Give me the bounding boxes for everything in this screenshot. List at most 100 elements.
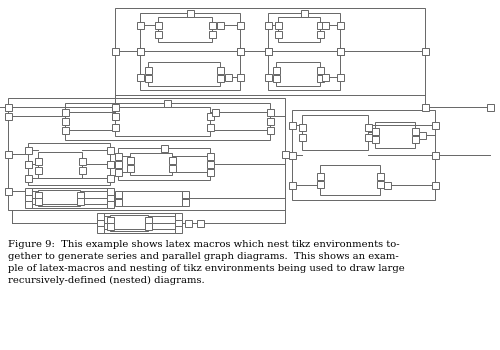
Bar [364,133,372,140]
Bar [154,30,162,37]
Bar [206,153,214,160]
Bar [112,124,118,131]
Bar [216,21,224,28]
Bar [34,191,42,198]
Bar [96,219,103,226]
Bar [236,48,244,55]
Bar [264,48,272,55]
Bar [174,219,182,226]
Bar [336,21,344,28]
Bar [144,217,152,224]
Bar [422,48,428,55]
Bar [432,121,438,128]
Bar [76,191,84,198]
Bar [266,118,274,125]
Bar [288,121,296,128]
Bar [336,48,344,55]
Bar [164,99,170,106]
Bar [292,110,435,200]
Bar [106,161,114,168]
Bar [154,21,162,28]
Bar [274,30,281,37]
Bar [182,195,188,202]
Bar [208,21,216,28]
Bar [118,191,185,206]
Bar [106,217,114,224]
Bar [160,145,168,152]
Bar [115,107,210,136]
Bar [148,62,220,86]
Bar [62,108,68,116]
Bar [376,173,384,180]
Bar [100,213,178,233]
Bar [376,181,384,188]
Bar [282,150,288,158]
Bar [168,164,175,172]
Bar [28,188,110,208]
Bar [174,219,182,226]
Bar [114,195,121,202]
Bar [126,156,134,163]
Bar [24,188,32,195]
Bar [412,127,418,134]
Bar [208,30,216,37]
Bar [106,201,114,208]
Bar [24,175,32,182]
Bar [114,168,121,175]
Bar [276,62,320,86]
Bar [182,190,188,197]
Bar [316,173,324,180]
Bar [62,126,68,133]
Bar [24,195,32,202]
Bar [34,158,42,164]
Bar [76,197,84,204]
Bar [196,219,203,226]
Bar [316,30,324,37]
Bar [212,108,218,116]
Bar [118,148,210,180]
Bar [96,225,103,232]
Bar [78,167,86,174]
Bar [24,195,32,202]
Bar [272,75,280,82]
Bar [336,74,344,80]
Bar [106,195,114,202]
Bar [24,161,32,168]
Bar [158,17,212,42]
Bar [65,103,270,140]
Bar [266,126,274,133]
Bar [168,156,175,163]
Bar [114,153,121,160]
Bar [114,198,121,205]
Bar [186,9,194,16]
Bar [8,98,285,210]
Bar [372,127,378,134]
Bar [115,8,425,95]
Bar [144,223,152,230]
Bar [216,66,224,74]
Bar [184,219,192,226]
Bar [106,175,114,182]
Bar [24,161,32,168]
Bar [106,223,114,230]
Bar [96,219,103,226]
Bar [106,188,114,195]
Bar [206,112,214,119]
Bar [130,153,172,175]
Bar [182,198,188,205]
Bar [264,48,272,55]
Bar [316,181,324,188]
Bar [62,118,68,125]
Bar [272,66,280,74]
Bar [486,104,494,111]
Bar [288,182,296,189]
Bar [418,132,426,139]
Bar [322,21,328,28]
Bar [300,9,308,16]
Bar [298,133,306,140]
Bar [274,21,281,28]
Bar [322,74,328,80]
Bar [206,161,214,168]
Bar [136,48,143,55]
Bar [34,197,42,204]
